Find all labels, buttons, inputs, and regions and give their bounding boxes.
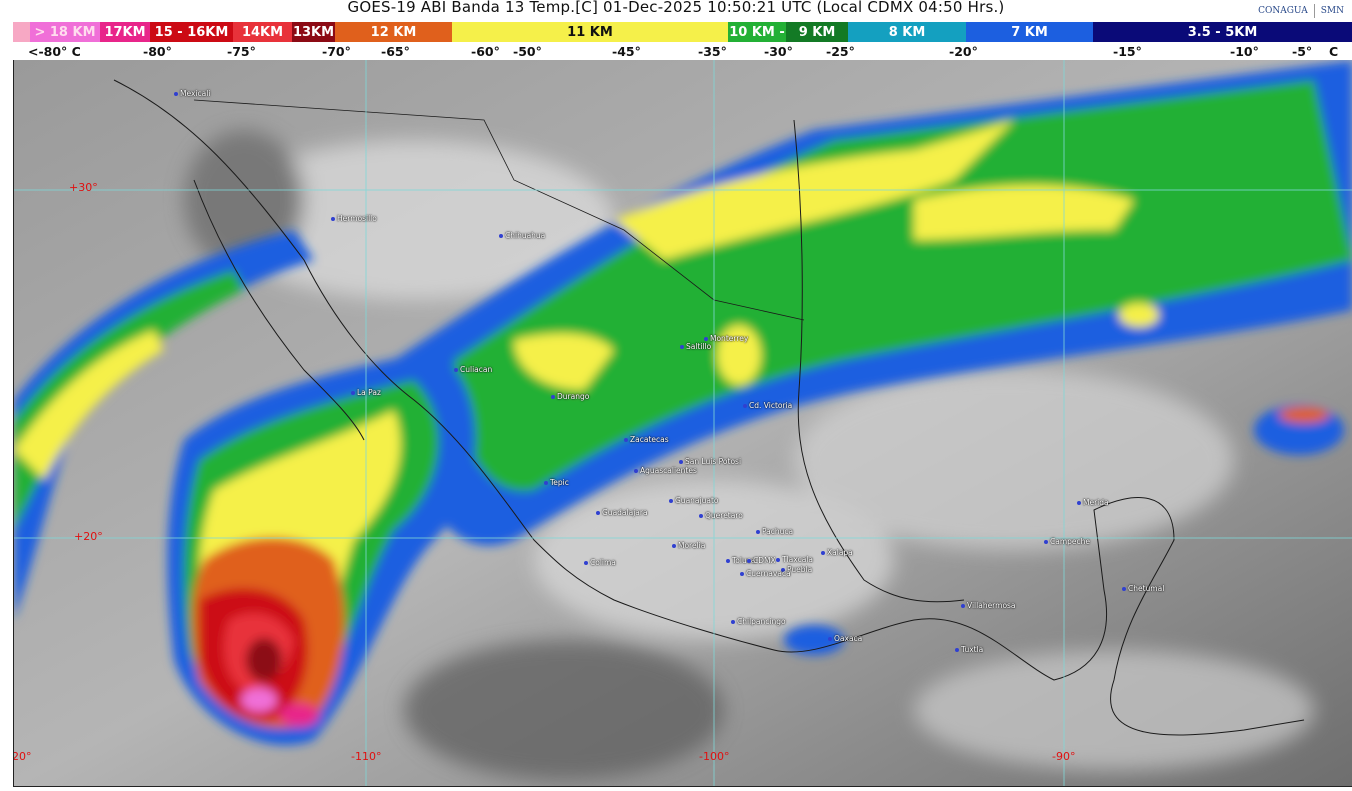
temperature-label: C [1329,44,1339,59]
city-label: Guadalajara [596,508,648,517]
lon-label-110: -110° [351,750,382,763]
temperature-label: <-80° C [28,44,81,59]
image-title: GOES-19 ABI Banda 13 Temp.[C] 01-Dec-202… [347,0,1005,16]
legend-segment: 11 KM [452,22,728,42]
city-label: Cd. Victoria [743,401,792,410]
agency-logos: CONAGUA SMN [1258,4,1344,18]
lat-lon-grid [14,60,1352,786]
legend-segment: 13KM [292,22,335,42]
temperature-label: -5° [1292,44,1313,59]
lat-label-30: +30° [69,181,98,194]
city-label: Saltillo [680,342,711,351]
legend-segment: 10 KM - [728,22,786,42]
gray-clouds [184,130,1314,780]
city-label: Colima [584,558,616,567]
legend-segment: 14KM [233,22,292,42]
city-label: Toluca [726,556,755,565]
city-label: Culiacan [454,365,492,374]
city-label: Mexicali [174,89,210,98]
temperature-label: -15° [1113,44,1142,59]
satellite-image [14,60,1352,786]
temperature-label: -25° [826,44,855,59]
city-label: Chihuahua [499,231,545,240]
lon-label-100: -100° [699,750,730,763]
city-label: Monterrey [704,334,748,343]
legend-segment: 17KM [100,22,150,42]
city-label: San Luis Potosi [679,457,741,466]
lat-label-20: +20° [74,530,103,543]
city-label: Puebla [781,565,812,574]
city-label: Hermosillo [331,214,377,223]
city-label: Chilpancingo [731,617,786,626]
temperature-label: -35° [698,44,727,59]
city-label: Zacatecas [624,435,669,444]
lon-label-120: -120° [13,750,32,763]
city-label: Chetumal [1122,584,1164,593]
temperature-label: -65° [381,44,410,59]
city-label: Queretaro [699,511,743,520]
city-label: Tuxtla [955,645,983,654]
conagua-logo: CONAGUA [1258,6,1308,16]
city-label: Merida [1077,498,1109,507]
logo-divider [1313,4,1315,18]
city-label: Villahermosa [961,601,1016,610]
city-label: Tlaxcala [776,555,813,564]
city-label: Aguascalientes [634,466,697,475]
legend-segment: 3.5 - 5KM [1093,22,1352,42]
legend-segment: 7 KM [966,22,1093,42]
temperature-label: -30° [764,44,793,59]
city-label: Oaxaca [828,634,862,643]
legend-segment [13,22,30,42]
temperature-label: -45° [612,44,641,59]
temperature-label: -75° [227,44,256,59]
smn-logo: SMN [1320,6,1344,16]
lon-label-90: -90° [1052,750,1076,763]
city-label: Tepic [544,478,569,487]
legend-segment: 15 - 16KM [150,22,233,42]
legend-segment: 9 KM [786,22,848,42]
satellite-map: +30° +20° -120° -110° -100° -90° Mexical… [13,60,1352,787]
city-label: Durango [551,392,589,401]
temperature-label: -50° [513,44,542,59]
coastlines-borders [113,79,1305,736]
city-label: La Paz [351,388,381,397]
cloud-tops [14,60,1352,746]
city-label: Campeche [1044,537,1090,546]
temperature-label: -80° [143,44,172,59]
legend-segment: > 18 KM [30,22,100,42]
legend-segment: 8 KM [848,22,966,42]
city-label: Cuernavaca [740,569,791,578]
city-label: Xalapa [821,548,853,557]
temperature-scale: <-80° C -80° -75° -70° -65° -60° -50° -45° -35° -… [0,44,1352,60]
city-label: CDMX [747,556,776,565]
city-label: Pachuca [756,527,793,536]
temperature-label: -20° [949,44,978,59]
city-label: Guanajuato [669,496,718,505]
city-label: Morelia [672,541,705,550]
temperature-label: -70° [322,44,351,59]
legend-segment: 12 KM [335,22,452,42]
color-scale-legend: > 18 KM 17KM 15 - 16KM 14KM 13KM 12 KM 11 KM 10… [13,22,1352,42]
temperature-label: -60° [471,44,500,59]
temperature-label: -10° [1230,44,1259,59]
